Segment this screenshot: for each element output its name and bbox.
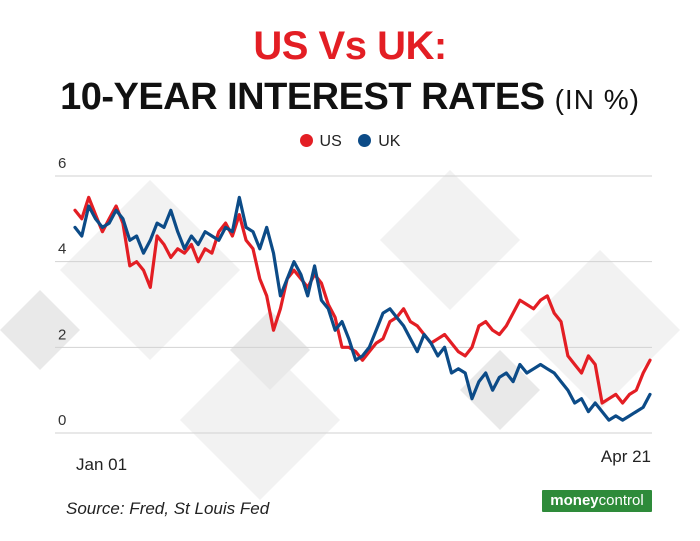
x-tick-label: Apr 21 (601, 447, 651, 466)
legend-swatch-uk (358, 134, 372, 147)
y-tick-label: 4 (58, 241, 66, 258)
y-tick-label: 0 (58, 412, 66, 429)
legend-item-us: US (299, 133, 342, 151)
y-tick-label: 2 (58, 326, 66, 343)
brand-logo: moneycontrol (542, 490, 652, 512)
chart-subtitle-text: 10-YEAR INTEREST RATES (60, 76, 545, 118)
y-tick-label: 6 (58, 155, 66, 172)
series-line-uk (73, 195, 652, 422)
decor-diamond (180, 340, 340, 500)
x-tick-label: Jan 01 (76, 455, 127, 474)
decor-diamond (230, 310, 310, 390)
legend-label-us: US (319, 133, 342, 150)
decor-diamond (0, 290, 80, 370)
chart-subtitle: 10-YEAR INTEREST RATES (IN %) (0, 76, 700, 121)
legend-item-uk: UK (358, 133, 400, 151)
chart-unit: (IN %) (554, 84, 640, 115)
decor-diamond (380, 170, 520, 310)
chart-title: US Vs UK: (253, 24, 447, 68)
decor-diamond (520, 250, 680, 410)
brand-logo-part1: money (550, 492, 599, 509)
legend-swatch-us (299, 134, 313, 147)
brand-logo-part2: control (598, 492, 644, 509)
source-note: Source: Fred, St Louis Fed (66, 499, 270, 518)
series-line-us (73, 195, 652, 405)
decor-diamond (460, 350, 540, 430)
legend-label-uk: UK (378, 133, 401, 150)
chart-legend: US UK (0, 133, 700, 151)
